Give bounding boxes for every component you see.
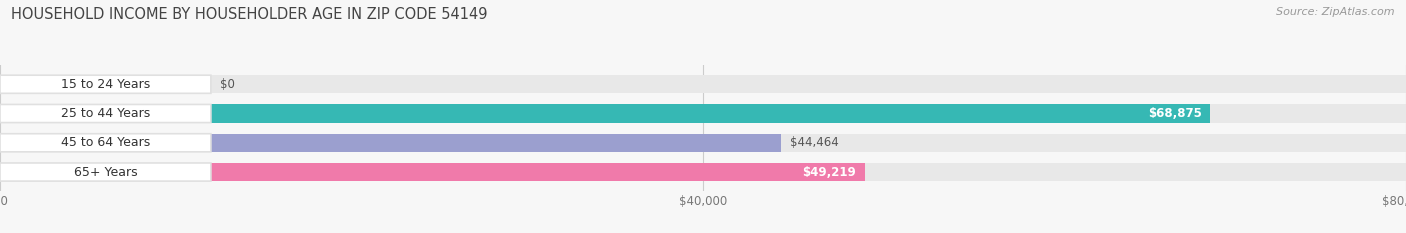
Text: Source: ZipAtlas.com: Source: ZipAtlas.com xyxy=(1277,7,1395,17)
Bar xyxy=(0,134,782,152)
Bar xyxy=(0,104,1211,123)
FancyBboxPatch shape xyxy=(0,75,211,93)
Text: $68,875: $68,875 xyxy=(1147,107,1202,120)
Text: $49,219: $49,219 xyxy=(803,165,856,178)
Bar xyxy=(0,134,1406,152)
Bar xyxy=(0,75,1406,93)
Bar xyxy=(0,104,1406,123)
Bar xyxy=(0,163,865,181)
Text: 25 to 44 Years: 25 to 44 Years xyxy=(60,107,150,120)
Text: 45 to 64 Years: 45 to 64 Years xyxy=(60,136,150,149)
Text: $0: $0 xyxy=(219,78,235,91)
Bar xyxy=(0,163,1406,181)
FancyBboxPatch shape xyxy=(0,104,211,123)
Text: 65+ Years: 65+ Years xyxy=(73,165,138,178)
Text: HOUSEHOLD INCOME BY HOUSEHOLDER AGE IN ZIP CODE 54149: HOUSEHOLD INCOME BY HOUSEHOLDER AGE IN Z… xyxy=(11,7,488,22)
Text: $44,464: $44,464 xyxy=(790,136,839,149)
Text: 15 to 24 Years: 15 to 24 Years xyxy=(60,78,150,91)
FancyBboxPatch shape xyxy=(0,163,211,181)
FancyBboxPatch shape xyxy=(0,134,211,152)
